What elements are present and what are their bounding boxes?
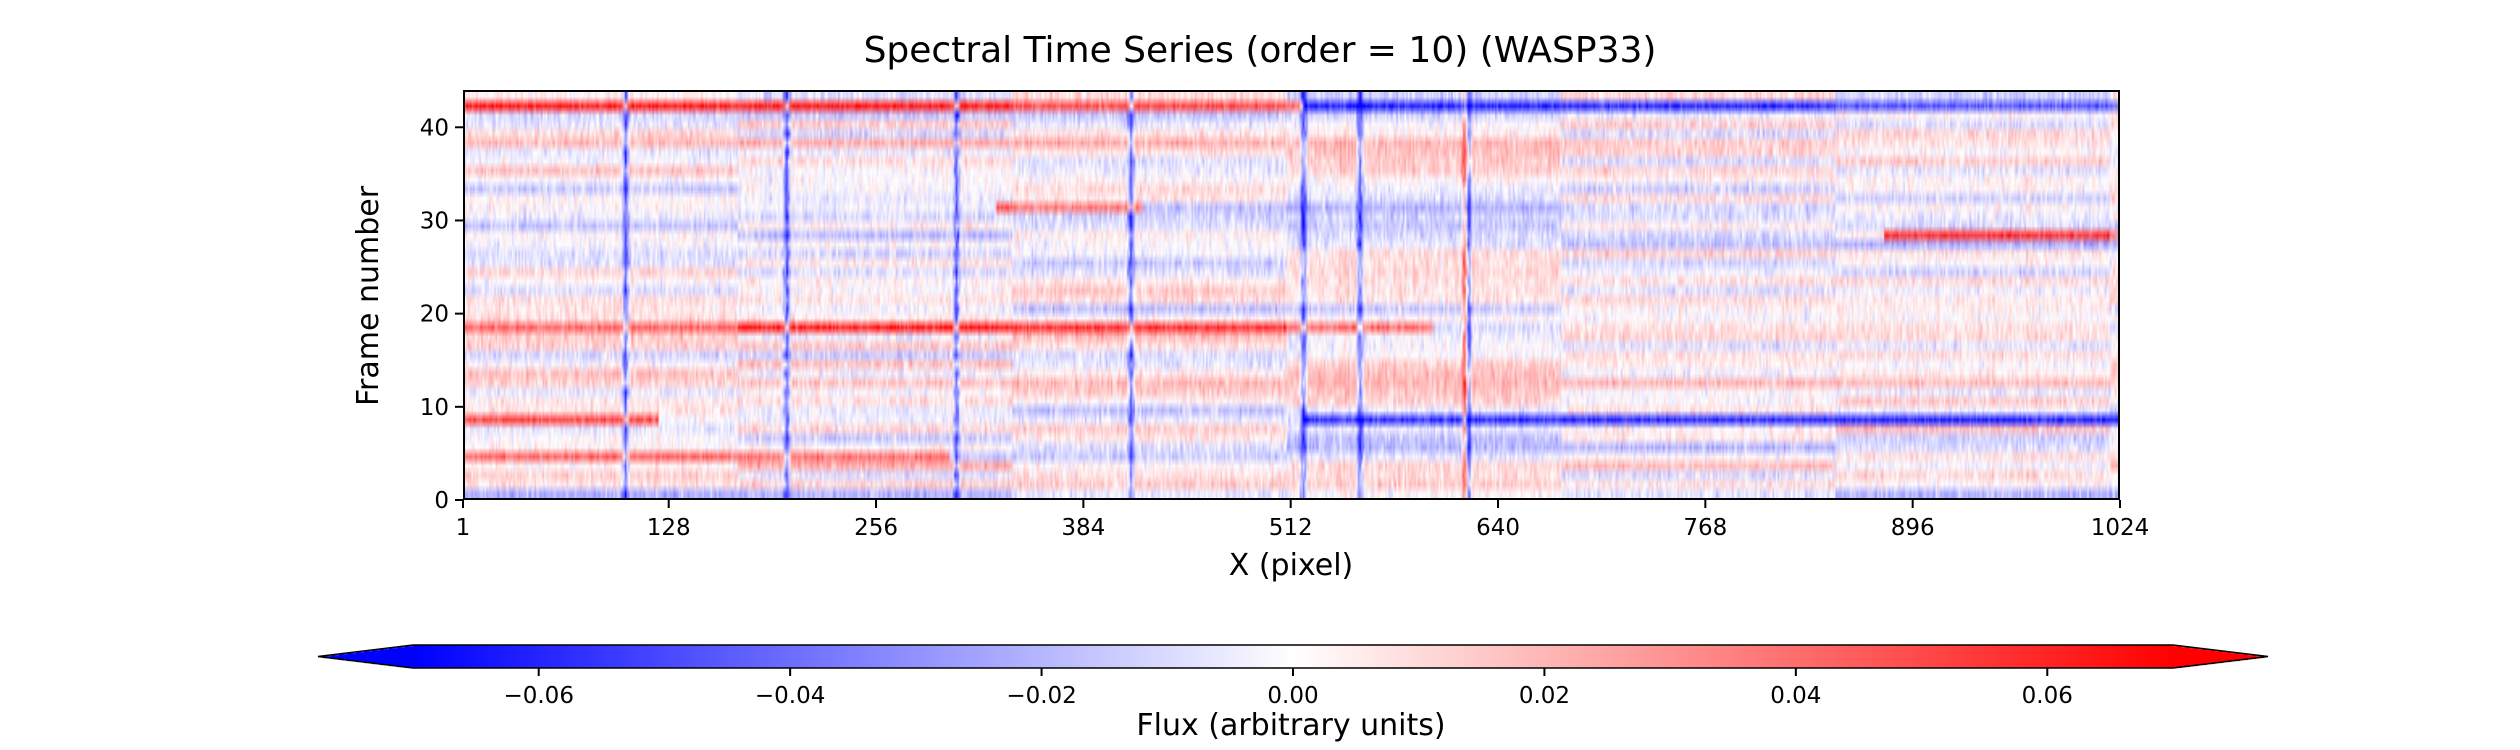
colorbar-tick-label: 0.00 xyxy=(1267,683,1318,709)
x-tick-label: 768 xyxy=(1683,515,1727,541)
x-tick-label: 256 xyxy=(854,515,898,541)
colorbar-tick-label: 0.04 xyxy=(1770,683,1821,709)
x-tick-label: 1024 xyxy=(2091,515,2150,541)
y-tick-label: 30 xyxy=(420,208,449,234)
x-axis-label: X (pixel) xyxy=(1229,548,1354,583)
colorbar-label: Flux (arbitrary units) xyxy=(1136,708,1445,743)
heatmap-plot-area xyxy=(463,90,2120,500)
x-tick-label: 1 xyxy=(456,515,471,541)
colorbar-tick-label: −0.04 xyxy=(755,683,825,709)
y-tick-label: 10 xyxy=(420,395,449,421)
y-tick-label: 0 xyxy=(434,488,449,514)
x-tick-label: 512 xyxy=(1269,515,1313,541)
y-axis-label: Frame number xyxy=(351,185,386,406)
colorbar-tick-label: −0.06 xyxy=(503,683,573,709)
heatmap-image xyxy=(465,92,2118,498)
x-tick-label: 128 xyxy=(647,515,691,541)
colorbar-gradient xyxy=(318,645,2268,668)
x-tick-label: 896 xyxy=(1891,515,1935,541)
x-tick-label: 640 xyxy=(1476,515,1520,541)
y-tick-label: 40 xyxy=(420,115,449,141)
colorbar-tick-label: 0.06 xyxy=(2022,683,2073,709)
x-tick-label: 384 xyxy=(1061,515,1105,541)
y-tick-label: 20 xyxy=(420,302,449,328)
chart-title: Spectral Time Series (order = 10) (WASP3… xyxy=(863,30,1657,71)
colorbar-tick-label: 0.02 xyxy=(1519,683,1570,709)
colorbar-tick-label: −0.02 xyxy=(1006,683,1076,709)
